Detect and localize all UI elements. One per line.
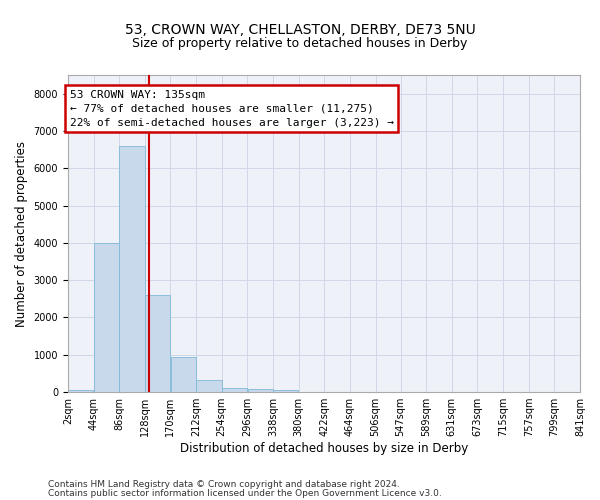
- Text: Contains public sector information licensed under the Open Government Licence v3: Contains public sector information licen…: [48, 488, 442, 498]
- Bar: [248, 390, 273, 392]
- Bar: [94, 243, 119, 392]
- Text: Size of property relative to detached houses in Derby: Size of property relative to detached ho…: [133, 38, 467, 51]
- Bar: [222, 388, 247, 392]
- Text: Contains HM Land Registry data © Crown copyright and database right 2024.: Contains HM Land Registry data © Crown c…: [48, 480, 400, 489]
- Bar: [119, 146, 145, 392]
- Bar: [68, 390, 94, 392]
- Bar: [273, 390, 298, 392]
- Text: 53, CROWN WAY, CHELLASTON, DERBY, DE73 5NU: 53, CROWN WAY, CHELLASTON, DERBY, DE73 5…: [125, 22, 475, 36]
- Bar: [170, 356, 196, 392]
- Bar: [145, 295, 170, 392]
- Y-axis label: Number of detached properties: Number of detached properties: [15, 140, 28, 326]
- Bar: [196, 380, 221, 392]
- X-axis label: Distribution of detached houses by size in Derby: Distribution of detached houses by size …: [180, 442, 468, 455]
- Text: 53 CROWN WAY: 135sqm
← 77% of detached houses are smaller (11,275)
22% of semi-d: 53 CROWN WAY: 135sqm ← 77% of detached h…: [70, 90, 394, 128]
